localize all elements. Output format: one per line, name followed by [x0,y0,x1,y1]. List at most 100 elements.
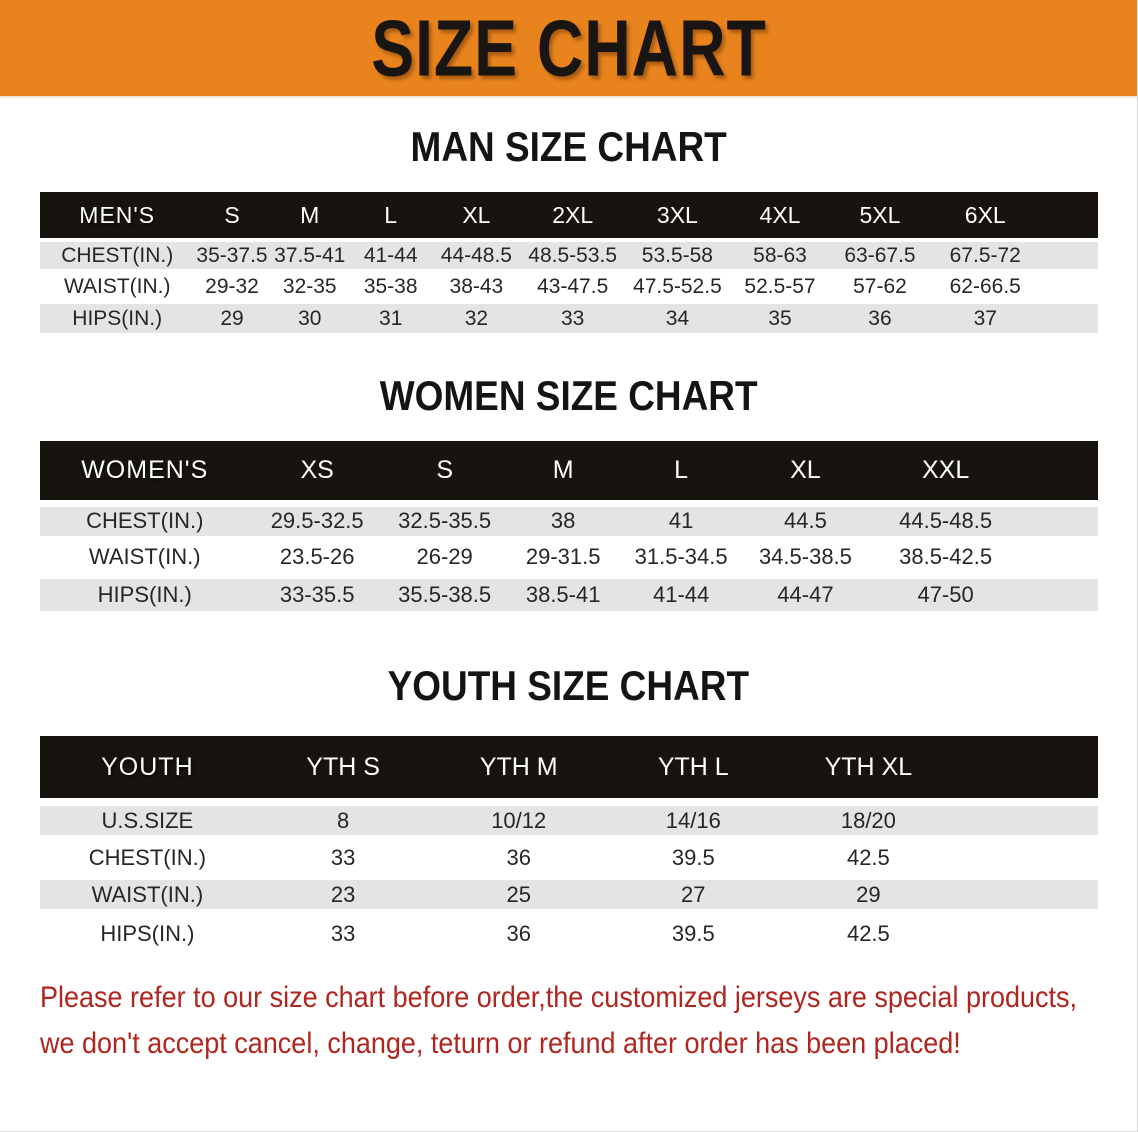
filler-cell [956,839,1098,876]
size-cell: 47-50 [870,575,1021,611]
size-cell: 44.5 [740,503,871,539]
size-cell: 33 [521,302,624,333]
filler-cell [1039,240,1098,271]
size-cell: 8 [254,802,432,839]
row-label: HIPS(IN.) [40,575,250,611]
size-cell: 14/16 [606,802,781,839]
size-cell: 43-47.5 [521,271,624,302]
size-cell: 32-35 [269,271,350,302]
size-cell: 29-31.5 [504,539,622,575]
size-cell: 36 [431,839,606,876]
size-cell: 35-38 [349,271,432,302]
size-cell: 18/20 [780,802,957,839]
title-banner: SIZE CHART [0,0,1137,98]
size-cell: 57-62 [829,271,931,302]
size-cell: 58-63 [730,240,830,271]
row-label: CHEST(IN.) [40,503,250,539]
youth-section-heading: YOUTH SIZE CHART [0,663,1137,709]
women-section-heading: WOMEN SIZE CHART [0,373,1137,419]
men-size-column-header: S [194,192,270,240]
youth-chest-row: CHEST(IN.) 33 36 39.5 42.5 [40,839,1098,876]
size-cell: 25 [431,876,606,913]
men-section-heading-text: MAN SIZE CHART [410,123,727,170]
men-size-column-header: M [269,192,350,240]
women-section: WOMEN SIZE CHART WOMEN'S XS S M L XL XXL… [0,373,1137,611]
size-cell: 23.5-26 [249,539,385,575]
size-cell: 37.5-41 [269,240,350,271]
men-size-column-header: XL [431,192,522,240]
row-label: CHEST(IN.) [40,240,195,271]
row-label: U.S.SIZE [40,802,255,839]
size-cell: 31 [349,302,432,333]
men-table-header-row: MEN'S S M L XL 2XL 3XL 4XL 5XL 6XL [40,192,1098,240]
filler-cell [1020,441,1098,503]
size-cell: 39.5 [606,839,781,876]
row-label: WAIST(IN.) [40,539,250,575]
filler-cell [1039,302,1098,333]
size-cell: 30 [269,302,350,333]
row-label: HIPS(IN.) [40,302,195,333]
size-cell: 32 [431,302,522,333]
size-cell: 41-44 [621,575,741,611]
women-waist-row: WAIST(IN.) 23.5-26 26-29 29-31.5 31.5-34… [40,539,1098,575]
size-cell: 63-67.5 [829,240,931,271]
size-cell: 33-35.5 [249,575,385,611]
youth-hips-row: HIPS(IN.) 33 36 39.5 42.5 [40,913,1098,950]
size-cell: 67.5-72 [930,240,1040,271]
size-cell: 38-43 [431,271,522,302]
men-chest-row: CHEST(IN.) 35-37.5 37.5-41 41-44 44-48.5… [40,240,1098,271]
disclaimer-text: Please refer to our size chart before or… [40,975,1127,1067]
women-chest-row: CHEST(IN.) 29.5-32.5 32.5-35.5 38 41 44.… [40,503,1098,539]
filler-cell [1020,539,1098,575]
page-title: SIZE CHART [370,3,767,93]
women-hips-row: HIPS(IN.) 33-35.5 35.5-38.5 38.5-41 41-4… [40,575,1098,611]
women-size-column-header: XXL [870,441,1021,503]
size-cell: 26-29 [384,539,505,575]
size-cell: 29-32 [194,271,270,302]
women-table-corner-label: WOMEN'S [40,441,250,503]
filler-cell [956,802,1098,839]
youth-size-column-header: YTH S [254,736,432,802]
men-section: MAN SIZE CHART MEN'S S M L XL 2XL 3XL 4X… [0,124,1137,333]
youth-size-column-header: YTH M [431,736,606,802]
men-table-corner-label: MEN'S [40,192,195,240]
youth-size-table: YOUTH YTH S YTH M YTH L YTH XL U.S.SIZE … [40,736,1098,950]
size-cell: 34.5-38.5 [740,539,871,575]
youth-section: YOUTH SIZE CHART YOUTH YTH S YTH M YTH L… [0,663,1137,950]
youth-section-heading-text: YOUTH SIZE CHART [387,662,750,709]
disclaimer-line-2: we don't accept cancel, change, teturn o… [40,1027,961,1060]
size-cell: 38.5-42.5 [870,539,1021,575]
men-size-column-header: 4XL [730,192,830,240]
men-size-column-header: L [349,192,432,240]
size-cell: 33 [254,913,432,950]
row-label: HIPS(IN.) [40,913,255,950]
size-cell: 44.5-48.5 [870,503,1021,539]
filler-cell [1039,192,1098,240]
men-size-table: MEN'S S M L XL 2XL 3XL 4XL 5XL 6XL CHEST… [40,192,1098,333]
size-cell: 34 [623,302,731,333]
size-cell: 35 [730,302,830,333]
women-table-header-row: WOMEN'S XS S M L XL XXL [40,441,1098,503]
youth-size-column-header: YTH XL [780,736,957,802]
filler-cell [956,913,1098,950]
men-size-column-header: 3XL [623,192,731,240]
youth-table-corner-label: YOUTH [40,736,255,802]
filler-cell [1039,271,1098,302]
women-size-column-header: M [504,441,622,503]
women-size-table: WOMEN'S XS S M L XL XXL CHEST(IN.) 29.5-… [40,441,1098,611]
size-cell: 29.5-32.5 [249,503,385,539]
filler-cell [1020,503,1098,539]
size-cell: 36 [431,913,606,950]
size-cell: 39.5 [606,913,781,950]
size-cell: 37 [930,302,1040,333]
youth-size-column-header: YTH L [606,736,781,802]
size-cell: 36 [829,302,931,333]
men-section-heading: MAN SIZE CHART [0,124,1137,170]
men-size-column-header: 5XL [829,192,931,240]
size-cell: 62-66.5 [930,271,1040,302]
size-cell: 42.5 [780,839,957,876]
women-size-column-header: XS [249,441,385,503]
youth-table-header-row: YOUTH YTH S YTH M YTH L YTH XL [40,736,1098,802]
size-cell: 33 [254,839,432,876]
size-cell: 38 [504,503,622,539]
